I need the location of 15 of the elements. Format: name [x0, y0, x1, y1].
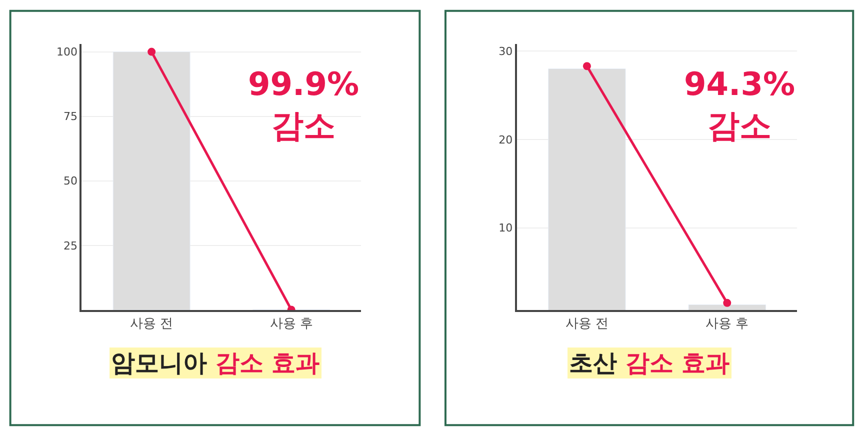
y-tick-label: 75 [64, 110, 78, 124]
annotation: 99.9% 감소 [248, 65, 360, 145]
annotation: 94.3% 감소 [684, 65, 796, 145]
y-tick-label: 30 [498, 44, 513, 58]
y-tick-label: 10 [498, 222, 513, 235]
y-tick-label: 20 [498, 133, 513, 146]
y-tick-label: 100 [56, 46, 78, 59]
x-tick-label: 사용 후 [270, 316, 313, 332]
y-tick-label: 25 [64, 239, 78, 252]
x-tick-label: 사용 후 [706, 316, 749, 332]
text: 초산 감소 효과 [569, 349, 730, 377]
x-tick-label: 사용 전 [130, 316, 174, 332]
x-tick-label: 사용 전 [565, 316, 609, 332]
y-tick-label: 50 [64, 174, 78, 188]
text: 암모니아 감소 효과 [111, 349, 320, 377]
